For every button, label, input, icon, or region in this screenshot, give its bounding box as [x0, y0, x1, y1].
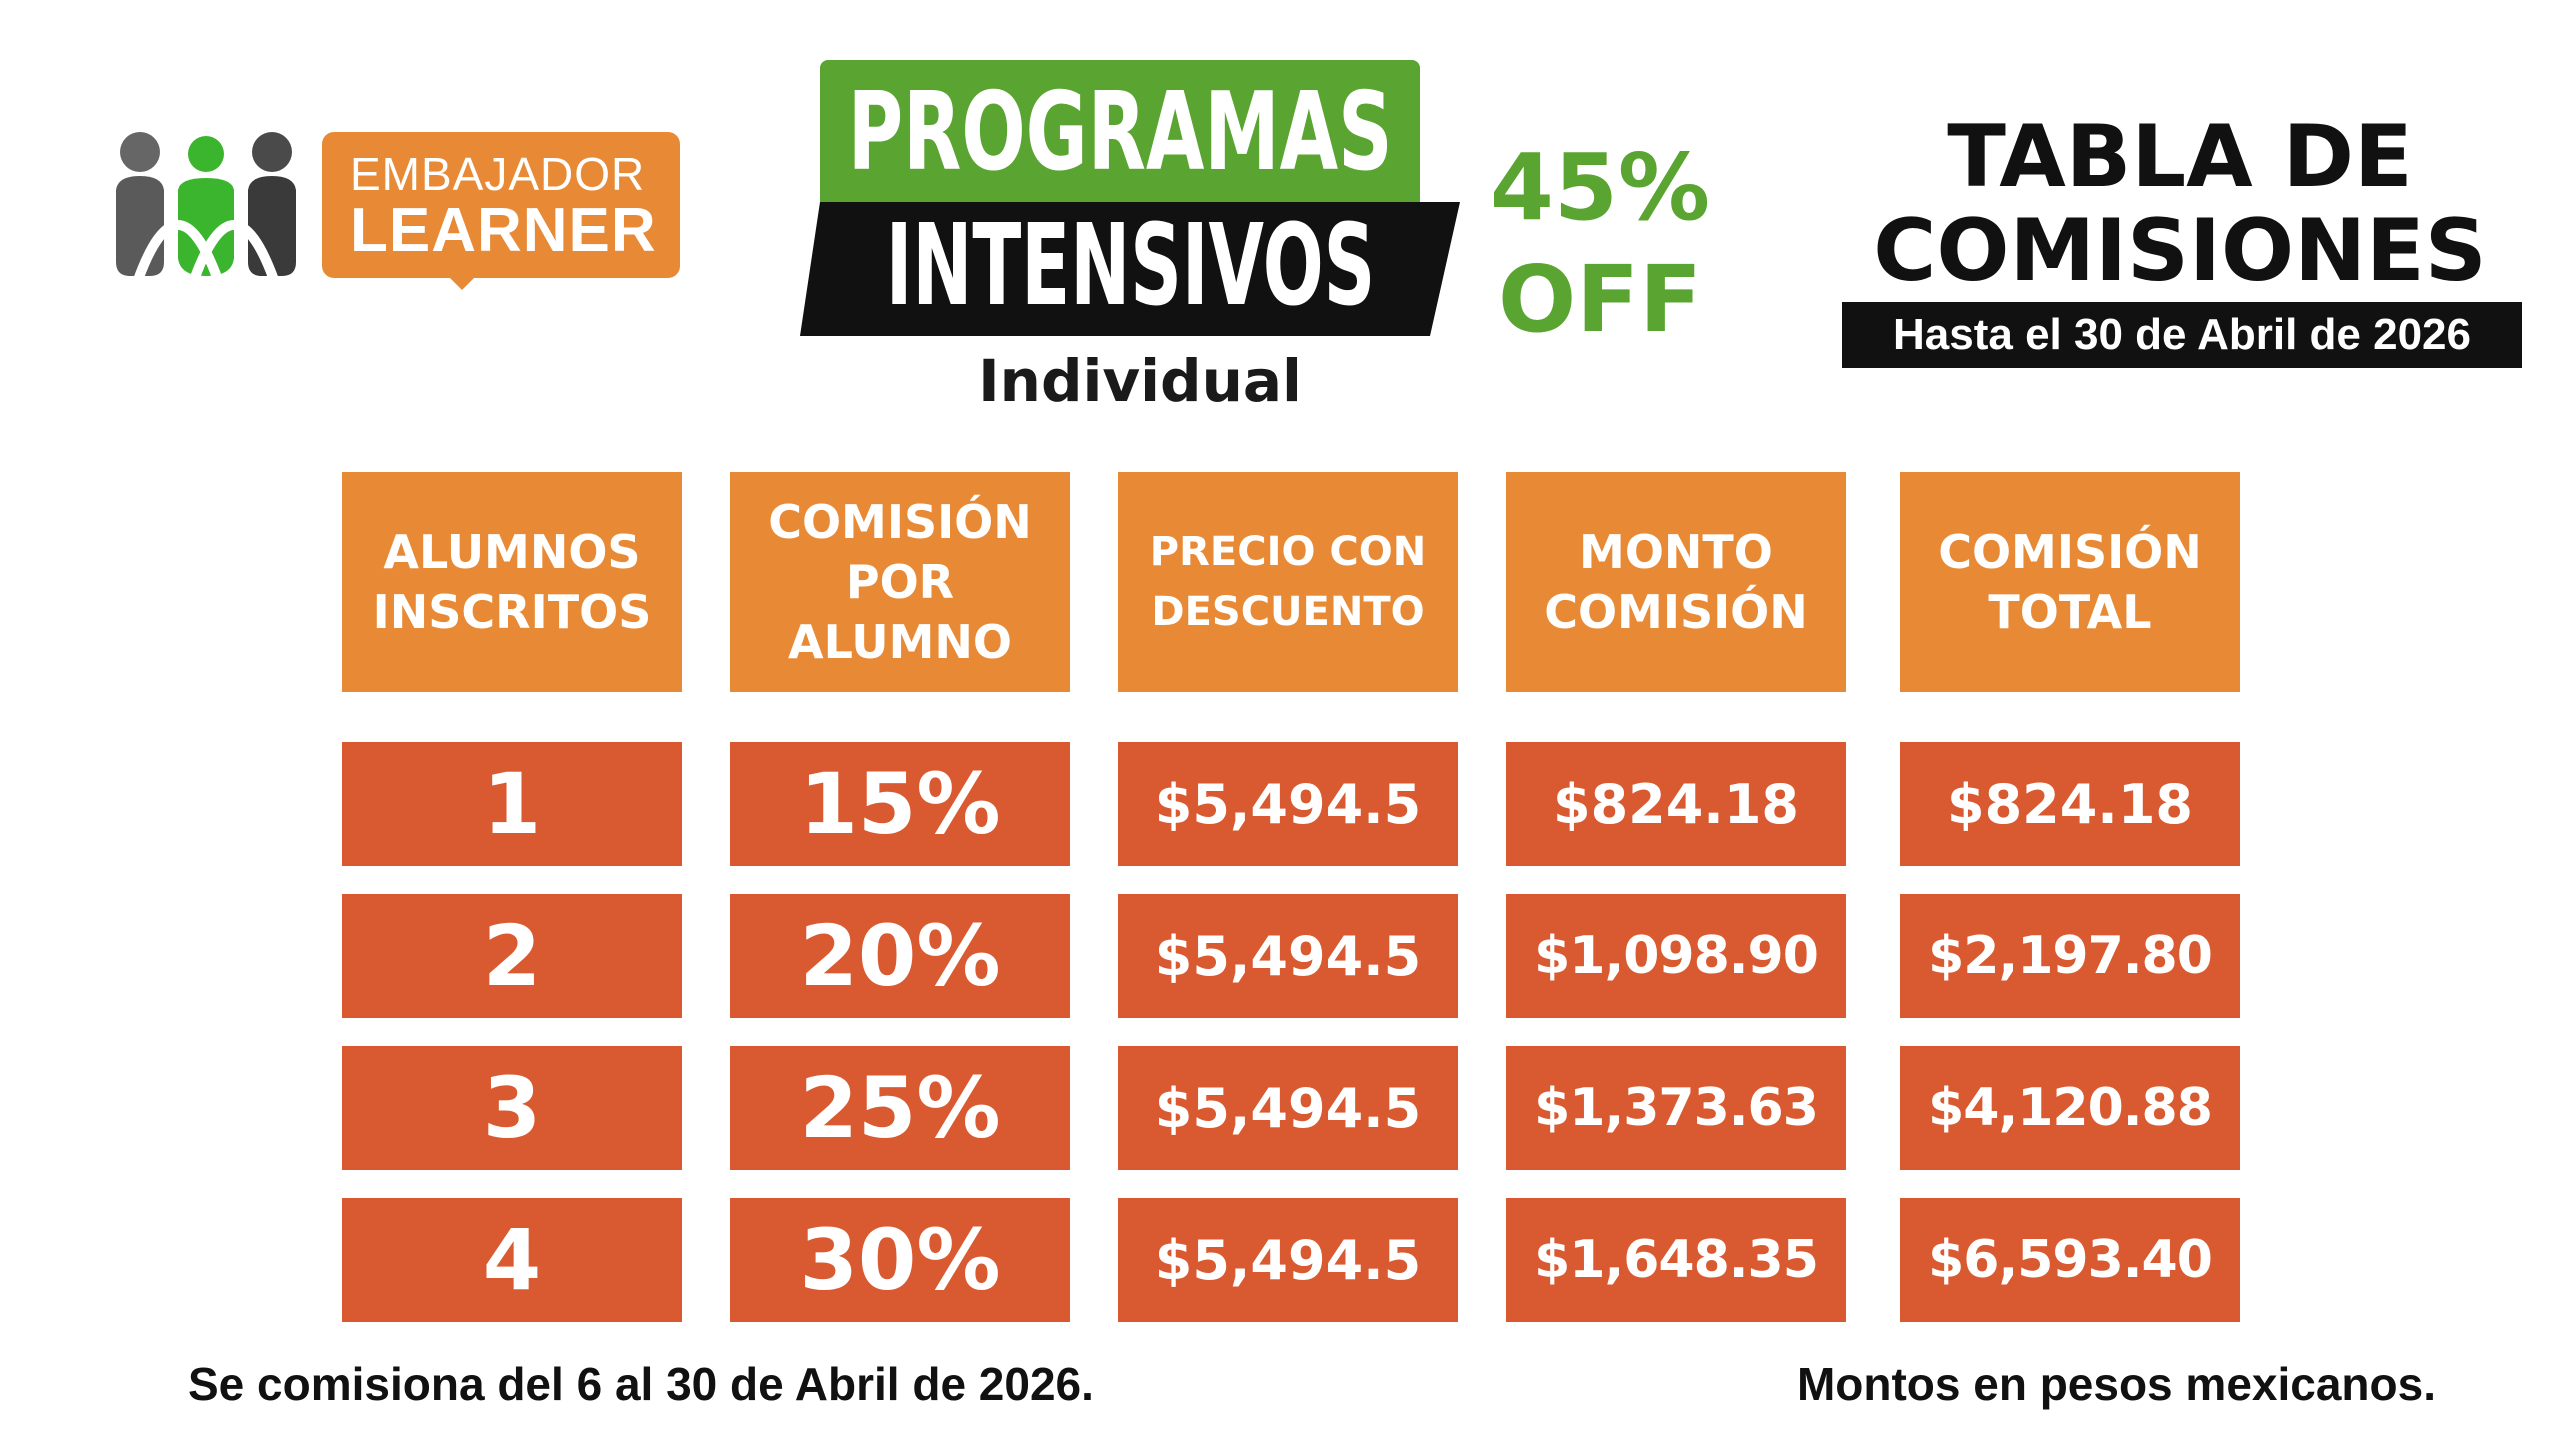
- badge-line1: EMBAJADOR: [350, 148, 646, 200]
- cell-monto-comision: $1,098.90: [1506, 894, 1846, 1018]
- cell-monto-comision: $1,648.35: [1506, 1198, 1846, 1322]
- cell-comision-por-alumno: 30%: [730, 1198, 1070, 1322]
- cell-precio: $5,494.5: [1118, 742, 1458, 866]
- header-text: MONTO: [1579, 525, 1773, 579]
- cell-comision-por-alumno: 25%: [730, 1046, 1070, 1170]
- cell-monto-comision: $824.18: [1506, 742, 1846, 866]
- programas-text: PROGRAMAS: [847, 70, 1393, 195]
- header-text: ALUMNO: [787, 615, 1012, 669]
- page-title: TABLA DE COMISIONES: [1840, 110, 2520, 298]
- cell-comision-por-alumno: 15%: [730, 742, 1070, 866]
- cell-comision-total: $824.18: [1900, 742, 2240, 866]
- cell-precio: $5,494.5: [1118, 1198, 1458, 1322]
- badge-line2: LEARNER: [350, 196, 657, 265]
- title-line2: COMISIONES: [1873, 201, 2487, 301]
- header-text: TOTAL: [1988, 585, 2152, 639]
- date-banner: Hasta el 30 de Abril de 2026: [1842, 302, 2522, 368]
- discount-off: OFF: [1498, 246, 1702, 353]
- discount-percent: 45%: [1489, 134, 1711, 241]
- cell-comision-total: $4,120.88: [1900, 1046, 2240, 1170]
- cell-comision-total: $6,593.40: [1900, 1198, 2240, 1322]
- discount-label: 45% OFF: [1480, 132, 1720, 356]
- header-text: INSCRITOS: [372, 585, 652, 639]
- header-text: COMISIÓN: [1544, 585, 1808, 639]
- cell-comision-por-alumno: 20%: [730, 894, 1070, 1018]
- header-text: POR: [845, 555, 955, 609]
- cell-comision-total: $2,197.80: [1900, 894, 2240, 1018]
- header-text: COMISIÓN: [1938, 525, 2202, 579]
- cell-alumnos: 3: [342, 1046, 682, 1170]
- header-precio-con-descuento: PRECIO CON DESCUENTO: [1118, 472, 1458, 692]
- footer-right-note: Montos en pesos mexicanos.: [1796, 1358, 2436, 1410]
- cell-alumnos: 2: [342, 894, 682, 1018]
- intensivos-text-wrap: INTENSIVOS: [800, 196, 1460, 336]
- programas-banner: PROGRAMAS: [820, 60, 1420, 210]
- header-text: ALUMNOS: [383, 525, 641, 579]
- badge-tail: [448, 276, 476, 290]
- cell-precio: $5,494.5: [1118, 1046, 1458, 1170]
- individual-subtitle: Individual: [978, 347, 1302, 415]
- cell-monto-comision: $1,373.63: [1506, 1046, 1846, 1170]
- cell-alumnos: 1: [342, 742, 682, 866]
- intensivos-banner: [800, 202, 1460, 336]
- embajador-logo-icon: [116, 132, 296, 280]
- cell-alumnos: 4: [342, 1198, 682, 1322]
- header-text: COMISIÓN: [768, 495, 1032, 549]
- header-text: PRECIO CON: [1149, 529, 1427, 575]
- header-comision-por-alumno: COMISIÓN POR ALUMNO: [730, 472, 1070, 692]
- embajador-learner-badge: EMBAJADOR LEARNER: [322, 132, 680, 278]
- header-alumnos-inscritos: ALUMNOS INSCRITOS: [342, 472, 682, 692]
- cell-precio: $5,494.5: [1118, 894, 1458, 1018]
- header-comision-total: COMISIÓN TOTAL: [1900, 472, 2240, 692]
- title-line1: TABLA DE: [1947, 107, 2413, 207]
- header-monto-comision: MONTO COMISIÓN: [1506, 472, 1846, 692]
- footer-left-note: Se comisiona del 6 al 30 de Abril de 202…: [188, 1358, 1094, 1410]
- intensivos-text: INTENSIVOS: [885, 201, 1375, 331]
- header-text: DESCUENTO: [1151, 589, 1425, 635]
